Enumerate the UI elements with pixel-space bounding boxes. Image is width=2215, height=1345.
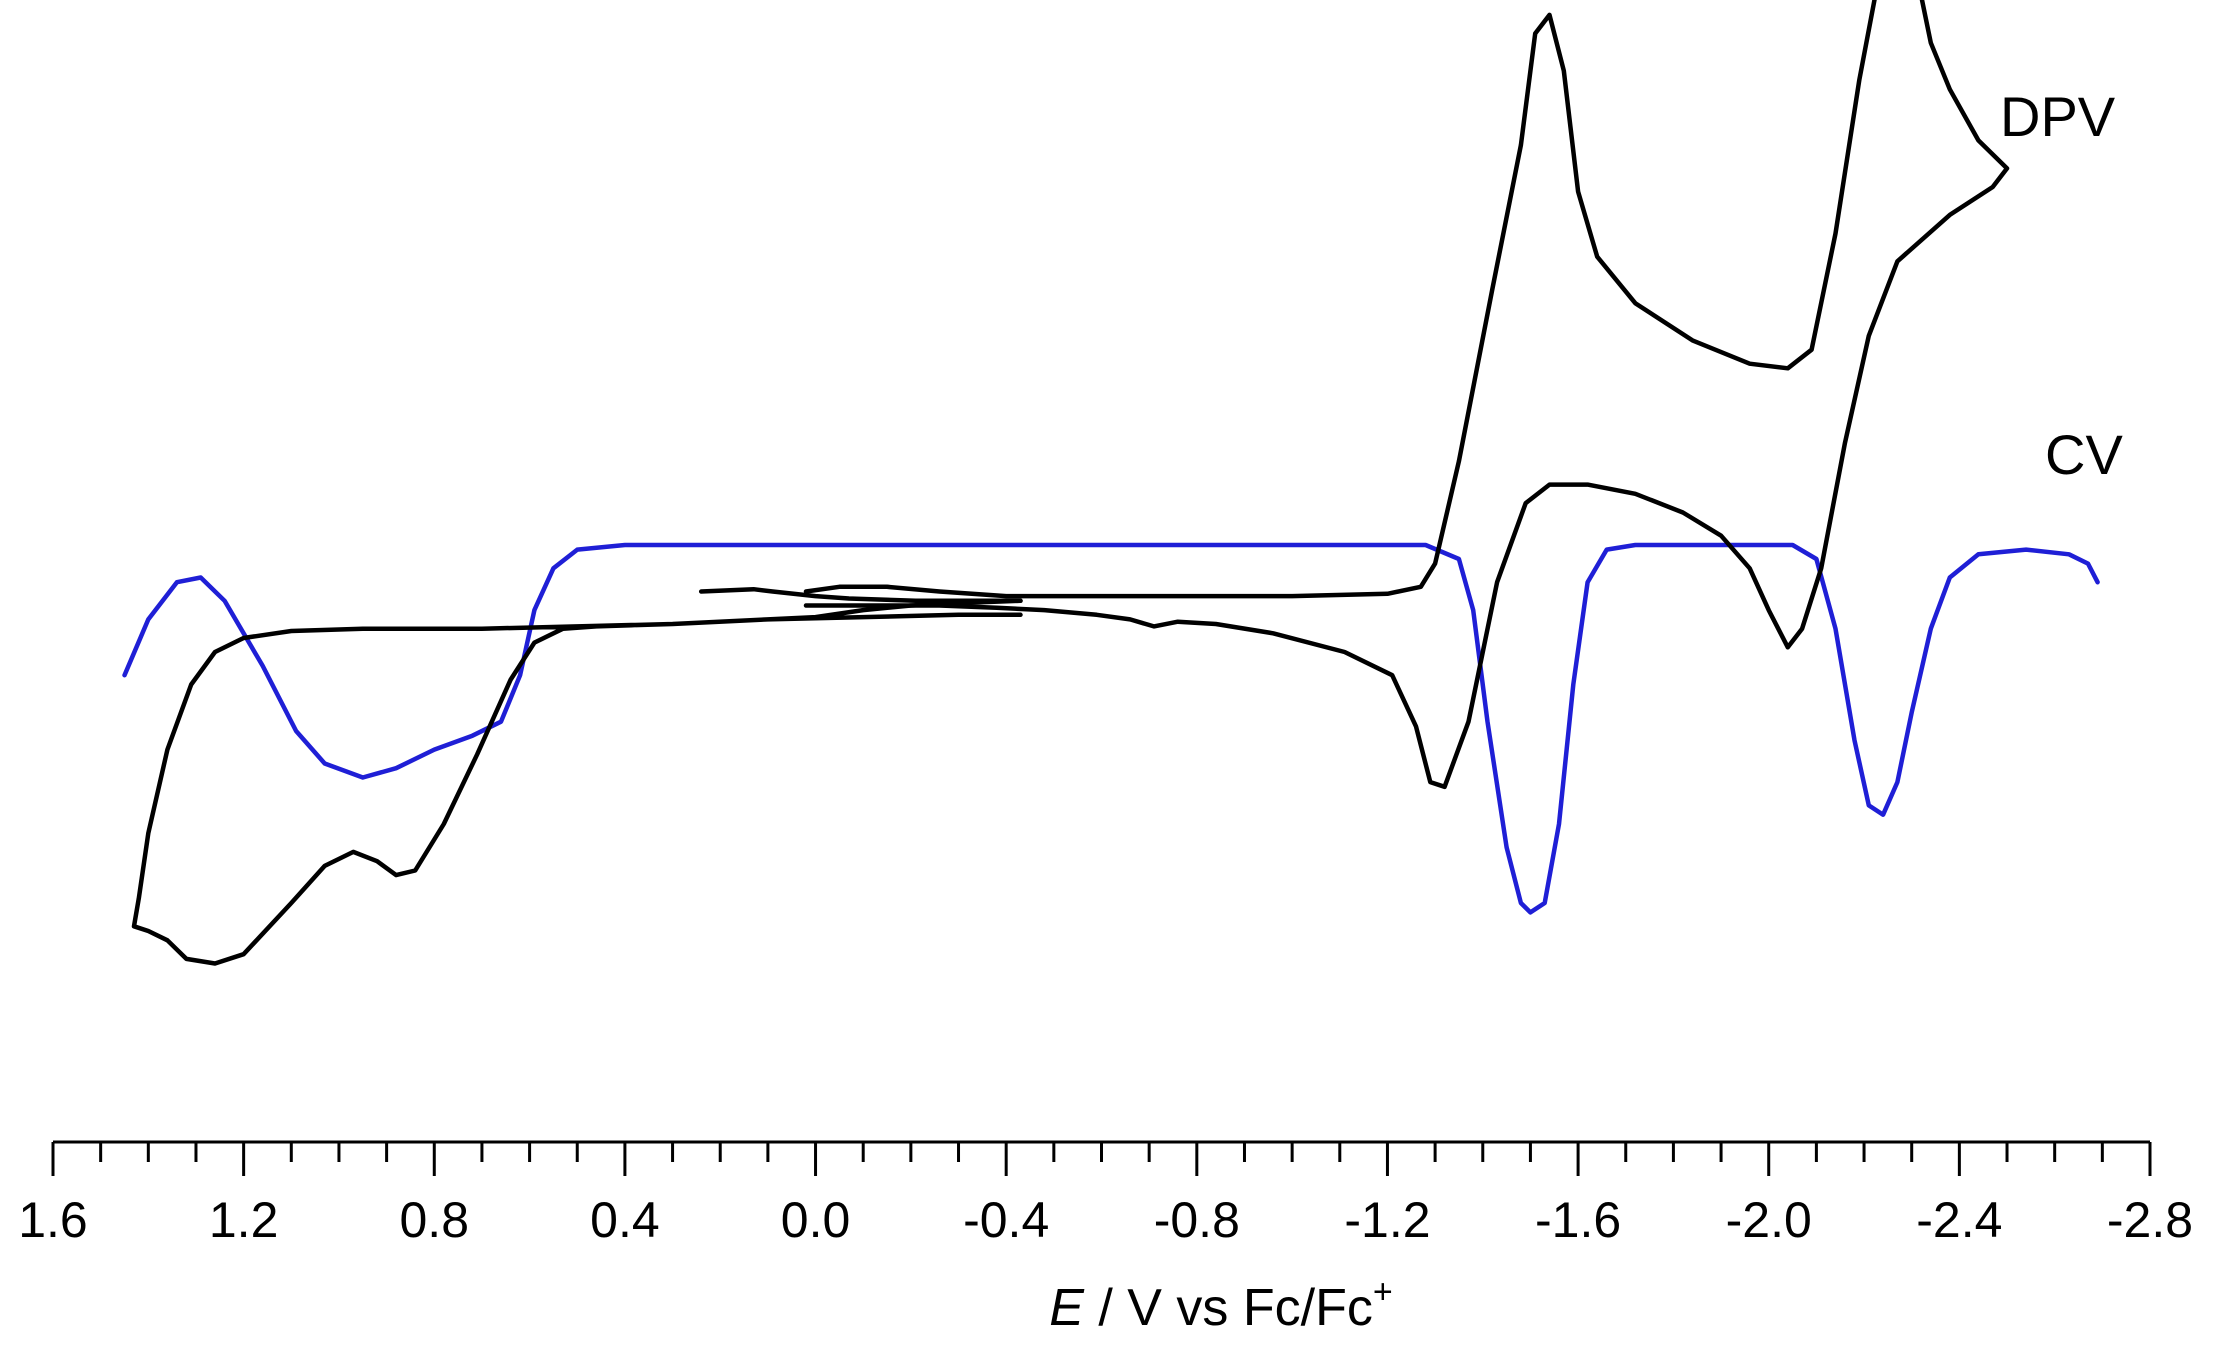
x-axis-tick-labels: 1.6 1.2 0.8 0.4 0.0 -0.4 -0.8 -1.2 -1.6 -2.0 -2.4 -… (18, 1192, 2193, 1248)
x-axis-title-superscript: + (1373, 1273, 1393, 1311)
cv-trace-segment-1 (803, 0, 2010, 790)
x-tick-label: 1.2 (209, 1192, 279, 1248)
x-axis-title-symbol: E (1049, 1279, 1085, 1337)
x-tick-label: 0.8 (400, 1192, 470, 1248)
traces-layer (122, 0, 2100, 966)
x-tick-label: -2.0 (1726, 1192, 1812, 1248)
x-tick-label: 1.6 (18, 1192, 88, 1248)
x-tick-label: -2.8 (2107, 1192, 2193, 1248)
x-tick-label: 0.4 (590, 1192, 660, 1248)
x-tick-label: -0.8 (1154, 1192, 1240, 1248)
x-axis-title-text: / V vs Fc/Fc (1084, 1279, 1373, 1337)
x-tick-label: 0.0 (781, 1192, 851, 1248)
x-axis: 1.6 1.2 0.8 0.4 0.0 -0.4 -0.8 -1.2 -1.6 -2.0 -2.4 -… (18, 1140, 2193, 1248)
x-tick-label: -2.4 (1916, 1192, 2002, 1248)
x-tick-label: -1.6 (1535, 1192, 1621, 1248)
x-tick-label: -1.2 (1344, 1192, 1430, 1248)
series-label-dpv: DPV (2000, 85, 2116, 148)
x-axis-title: E / V vs Fc/Fc+ (1049, 1273, 1392, 1337)
x-axis-ticks (51, 1142, 2152, 1176)
dpv-trace (122, 542, 2100, 915)
cv-trace-segment-3 (131, 598, 1023, 966)
series-label-cv: CV (2045, 423, 2123, 486)
x-tick-label: -0.4 (963, 1192, 1049, 1248)
